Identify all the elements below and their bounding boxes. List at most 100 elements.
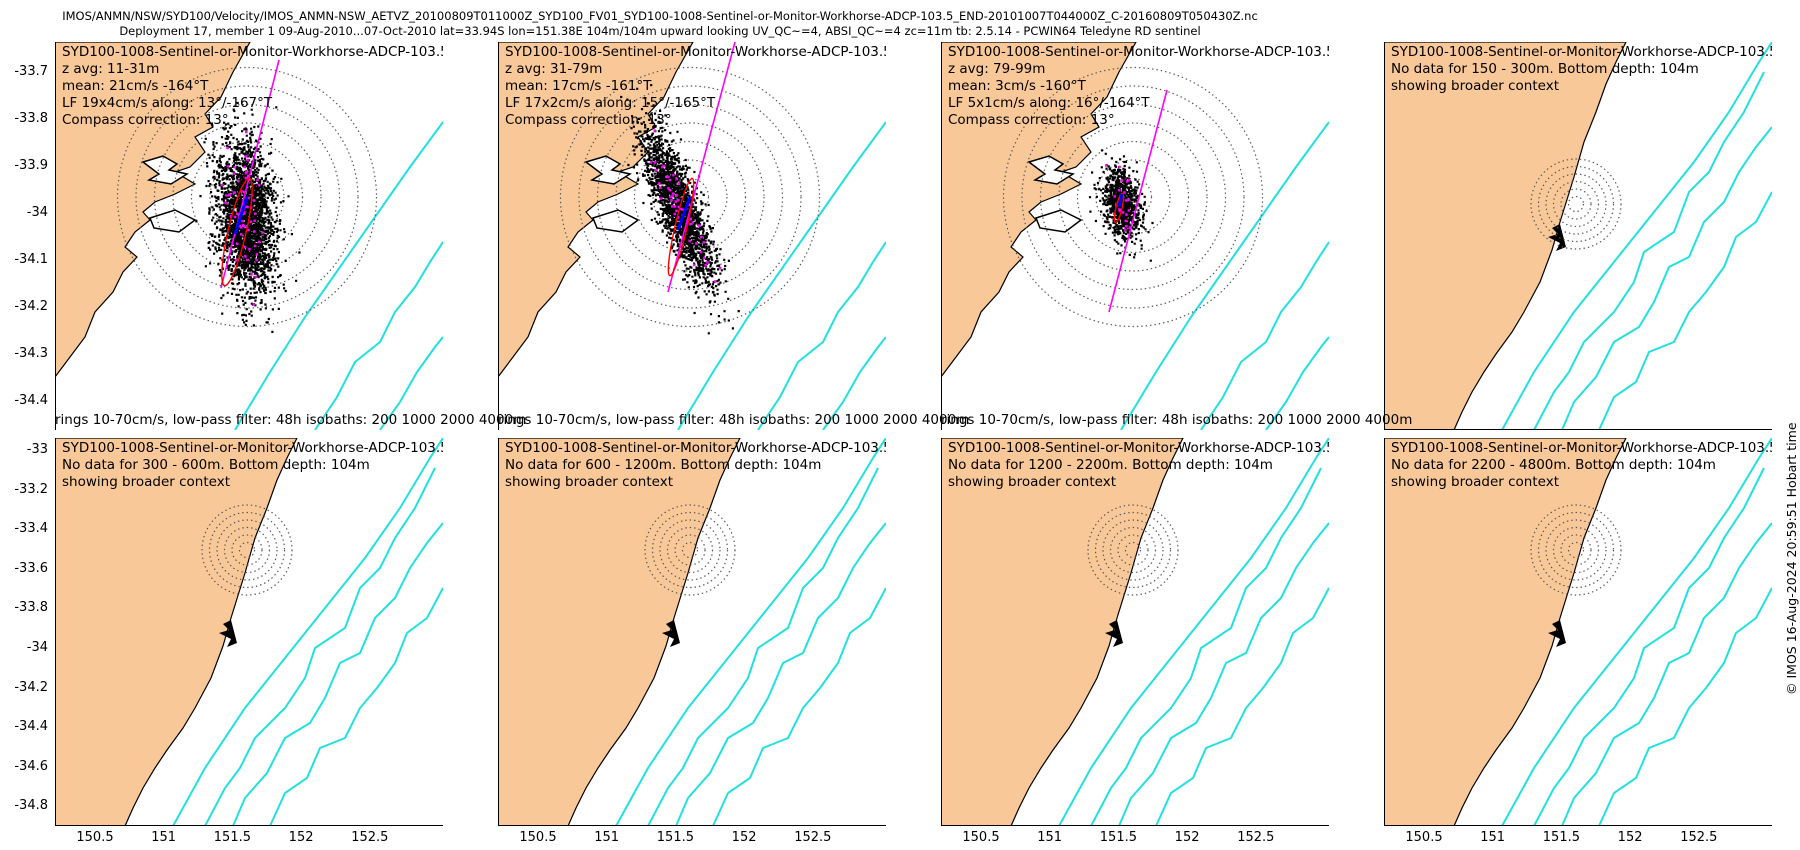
x-tick-label: 151	[151, 830, 177, 845]
speed-ring	[116, 66, 378, 328]
y-tick-label: -34.8	[14, 798, 48, 814]
isobath-line	[1501, 438, 1772, 826]
speed-ring	[1530, 504, 1622, 596]
y-tick-label: -33.2	[14, 481, 48, 497]
isobath-line	[234, 121, 443, 430]
x-tick-label: 151	[594, 830, 620, 845]
velocity-scatter	[195, 101, 301, 334]
x-tick-label: 152	[731, 830, 757, 845]
speed-ring	[644, 504, 736, 596]
harbour-detail	[1105, 620, 1123, 647]
speed-ring	[1039, 103, 1227, 291]
panel-annotation-line: SYD100-1008-Sentinel-or-Monitor-Workhors…	[1391, 440, 1772, 456]
speed-ring	[172, 122, 322, 272]
isobath-line	[1200, 241, 1329, 430]
panel-annotation-line: Compass correction: 13°	[505, 112, 672, 128]
y-tick-label: -34	[26, 640, 48, 655]
isobath-line	[269, 587, 443, 826]
harbour-detail	[1027, 155, 1075, 185]
isobath-line	[1265, 336, 1329, 430]
rings-caption: rings 10-70cm/s, low-pass filter: 48h is…	[498, 412, 970, 428]
speed-ring	[596, 103, 784, 291]
isobath-line	[314, 241, 443, 430]
panel-annotation-line: mean: 21cm/s -164°T	[62, 78, 209, 94]
speed-ring	[238, 541, 256, 559]
map-panel-2200-4800m: SYD100-1008-Sentinel-or-Monitor-Workhors…	[1384, 438, 1772, 826]
speed-ring	[1002, 66, 1264, 328]
speed-ring	[1109, 526, 1157, 574]
variance-ellipse	[221, 177, 253, 287]
isobath-line	[1561, 126, 1772, 430]
speed-ring	[1076, 140, 1190, 254]
isobath-line	[677, 121, 886, 430]
speed-ring	[1537, 165, 1615, 243]
map-panel-z-79-99m: SYD100-1008-Sentinel-or-Monitor-Workhors…	[941, 42, 1329, 430]
panel-annotation-line: SYD100-1008-Sentinel-or-Monitor-Workhors…	[1391, 44, 1772, 60]
panel-annotation-line: No data for 600 - 1200m. Bottom depth: 1…	[505, 457, 822, 473]
panel-annotation-line: Compass correction: 13°	[948, 112, 1115, 128]
principal-axis-line	[1108, 89, 1168, 313]
speed-ring	[153, 103, 341, 291]
map-panel-300-600m: SYD100-1008-Sentinel-or-Monitor-Workhors…	[55, 438, 443, 826]
y-tick-label: -33	[26, 442, 48, 457]
panel-annotation-line: showing broader context	[62, 474, 231, 490]
x-tick-label: 151	[1480, 830, 1506, 845]
speed-ring	[1094, 511, 1172, 589]
harbour-detail	[1548, 620, 1566, 647]
panel-annotation: SYD100-1008-Sentinel-or-Monitor-Workhors…	[1391, 44, 1772, 95]
x-tick-label: 150.5	[1405, 830, 1443, 845]
isobath-line	[1090, 467, 1322, 826]
speed-ring	[633, 140, 747, 254]
panel-annotation-line: SYD100-1008-Sentinel-or-Monitor-Workhors…	[505, 44, 886, 60]
speed-ring	[201, 504, 293, 596]
isobath-line	[232, 522, 443, 826]
panel-annotation-line: SYD100-1008-Sentinel-or-Monitor-Workhors…	[948, 44, 1329, 60]
panel-annotation: SYD100-1008-Sentinel-or-Monitor-Workhors…	[62, 44, 443, 129]
speed-ring	[1567, 541, 1585, 559]
variance-ellipse	[1113, 192, 1125, 224]
variance-ellipse	[667, 177, 695, 277]
panel-annotation-line: showing broader context	[1391, 78, 1560, 94]
panel-annotation-line: z avg: 79-99m	[948, 61, 1046, 77]
x-tick-label: 150.5	[519, 830, 557, 845]
y-tick-label: -33.4	[14, 521, 48, 537]
harbour-detail	[141, 155, 189, 185]
speed-ring	[1552, 526, 1600, 574]
speed-ring	[674, 534, 706, 566]
panel-annotation-line: showing broader context	[948, 474, 1117, 490]
panel-annotation-line: mean: 17cm/s -161°T	[505, 78, 652, 94]
isobath-line	[1598, 191, 1772, 430]
harbour-detail	[584, 155, 632, 185]
panel-annotation: SYD100-1008-Sentinel-or-Monitor-Workhors…	[1391, 440, 1772, 491]
principal-axis-line	[220, 59, 280, 289]
velocity-scatter	[1088, 149, 1154, 262]
panel-annotation: SYD100-1008-Sentinel-or-Monitor-Workhors…	[505, 440, 886, 491]
isobath-line	[1118, 522, 1329, 826]
mean-velocity-arrow	[233, 196, 249, 235]
y-tick-label: -33.8	[14, 600, 48, 616]
isobath-line	[1533, 71, 1765, 430]
panel-annotation-line: No data for 2200 - 4800m. Bottom depth: …	[1391, 457, 1716, 473]
panel-annotation: SYD100-1008-Sentinel-or-Monitor-Workhors…	[948, 440, 1329, 491]
bay-detail	[592, 209, 640, 233]
x-tick-label: 151.5	[656, 830, 694, 845]
x-tick-label: 151.5	[1542, 830, 1580, 845]
panel-annotation: SYD100-1008-Sentinel-or-Monitor-Workhors…	[948, 44, 1329, 129]
map-panel-150-300m: SYD100-1008-Sentinel-or-Monitor-Workhors…	[1384, 42, 1772, 430]
speed-ring	[615, 122, 765, 272]
isobath-line	[172, 438, 443, 826]
x-tick-label: 152	[1174, 830, 1200, 845]
speed-ring	[1102, 519, 1164, 581]
speed-ring	[659, 519, 721, 581]
y-tick-label: -34.2	[14, 299, 48, 314]
speed-ring	[1552, 180, 1600, 228]
isobath-line	[1598, 587, 1772, 826]
y-tick-label: -34.1	[14, 252, 48, 267]
isobath-line	[204, 467, 436, 826]
speed-ring	[578, 85, 802, 309]
speed-ring	[666, 526, 714, 574]
speed-ring	[216, 519, 278, 581]
isobath-line	[1120, 121, 1329, 430]
isobath-line	[712, 587, 886, 826]
map-panel-z-11-31m: SYD100-1008-Sentinel-or-Monitor-Workhors…	[55, 42, 443, 430]
